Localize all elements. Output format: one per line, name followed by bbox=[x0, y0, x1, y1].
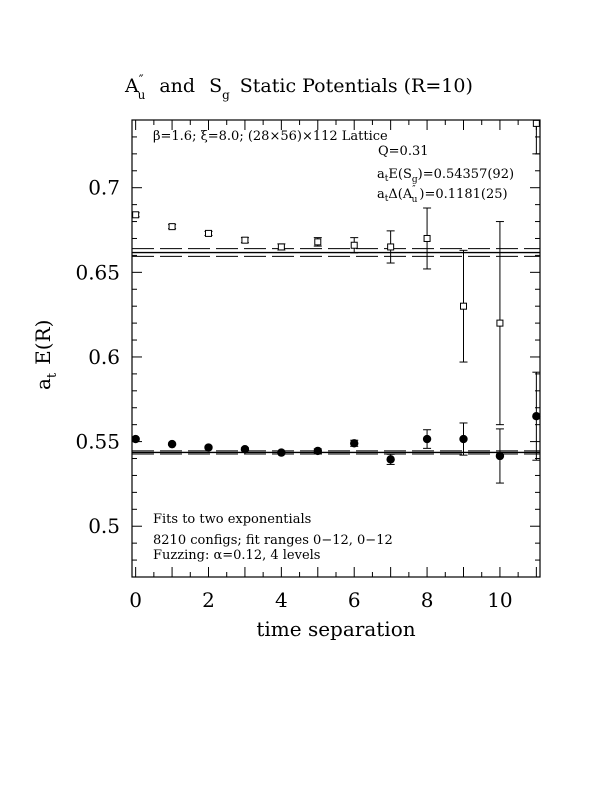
title-s: S bbox=[209, 75, 222, 97]
x-tick-labels: 0 2 4 6 8 10 bbox=[129, 588, 512, 612]
y-tick-labels: 0.5 0.55 0.6 0.65 0.7 bbox=[75, 176, 120, 539]
data-point-circle bbox=[204, 443, 213, 452]
y-tick-label: 0.5 bbox=[88, 514, 120, 538]
data-point-square bbox=[350, 241, 358, 249]
series-sg bbox=[131, 371, 541, 484]
data-point-circle bbox=[459, 434, 468, 444]
data-point-circle bbox=[350, 439, 359, 448]
axis-ticks bbox=[132, 119, 540, 578]
data-point-square bbox=[314, 238, 322, 246]
fit-note: Fits to two exponentials bbox=[153, 512, 311, 527]
data-point-circle bbox=[422, 434, 432, 444]
data-point-circle bbox=[167, 439, 177, 449]
y-axis-label: at E(R) bbox=[31, 320, 60, 390]
data-point-circle bbox=[532, 412, 541, 421]
y-tick-label: 0.55 bbox=[75, 430, 120, 454]
data-point-square bbox=[532, 119, 540, 127]
data-point-circle bbox=[131, 434, 140, 444]
x-tick-label: 6 bbox=[348, 588, 361, 612]
x-tick-label: 8 bbox=[421, 588, 434, 612]
data-point-square bbox=[423, 234, 431, 242]
data-point-circle bbox=[277, 448, 286, 457]
title-and: and bbox=[159, 75, 195, 97]
y-tick-label: 0.7 bbox=[88, 176, 120, 200]
data-point-circle bbox=[240, 445, 250, 454]
y-tick-label: 0.6 bbox=[88, 345, 120, 369]
es-fit-label: atE(Sg)=0.54357(92) bbox=[377, 167, 514, 185]
series-au bbox=[131, 119, 541, 426]
data-point-square bbox=[277, 243, 285, 251]
title-main: A bbox=[124, 75, 139, 97]
fuzzing-note: Fuzzing: α=0.12, 4 levels bbox=[153, 548, 320, 563]
data-series bbox=[131, 119, 541, 484]
y-axis-label-rest: E(R) bbox=[31, 320, 55, 365]
data-point-square bbox=[205, 229, 212, 237]
data-point-square bbox=[460, 302, 467, 310]
x-tick-label: 10 bbox=[487, 588, 512, 612]
y-axis-label-a: a bbox=[31, 378, 55, 390]
title-main-sub: u bbox=[138, 88, 146, 102]
lattice-annotation: β=1.6; ξ=8.0; (28×56)×112 Lattice bbox=[153, 129, 388, 144]
data-point-square bbox=[496, 319, 504, 327]
x-axis-label: time separation bbox=[256, 617, 415, 641]
fit-bands bbox=[132, 248, 540, 455]
data-point-square bbox=[168, 223, 176, 231]
config-note: 8210 configs; fit ranges 0−12, 0−12 bbox=[153, 533, 393, 548]
data-point-circle bbox=[313, 446, 322, 456]
y-tick-label: 0.65 bbox=[75, 260, 120, 284]
title-rest: Static Potentials (R=10) bbox=[240, 75, 473, 97]
title-main-sup: ″ bbox=[139, 73, 144, 88]
x-tick-label: 0 bbox=[129, 588, 142, 612]
q-label: Q=0.31 bbox=[378, 144, 429, 159]
data-point-circle bbox=[495, 451, 505, 461]
data-point-square bbox=[387, 243, 395, 251]
chart-title: A″ u and Sg Static Potentials (R=10) bbox=[124, 73, 473, 102]
data-point-square bbox=[132, 211, 140, 219]
delta-fit-label: atΔ(A″ u)=0.1181(25) bbox=[377, 185, 508, 205]
data-point-circle bbox=[386, 455, 395, 464]
y-axis-label-sub: t bbox=[45, 372, 60, 378]
title-s-sub: g bbox=[222, 88, 230, 102]
data-point-square bbox=[241, 236, 249, 244]
x-tick-label: 2 bbox=[202, 588, 215, 612]
x-tick-label: 4 bbox=[275, 588, 288, 612]
